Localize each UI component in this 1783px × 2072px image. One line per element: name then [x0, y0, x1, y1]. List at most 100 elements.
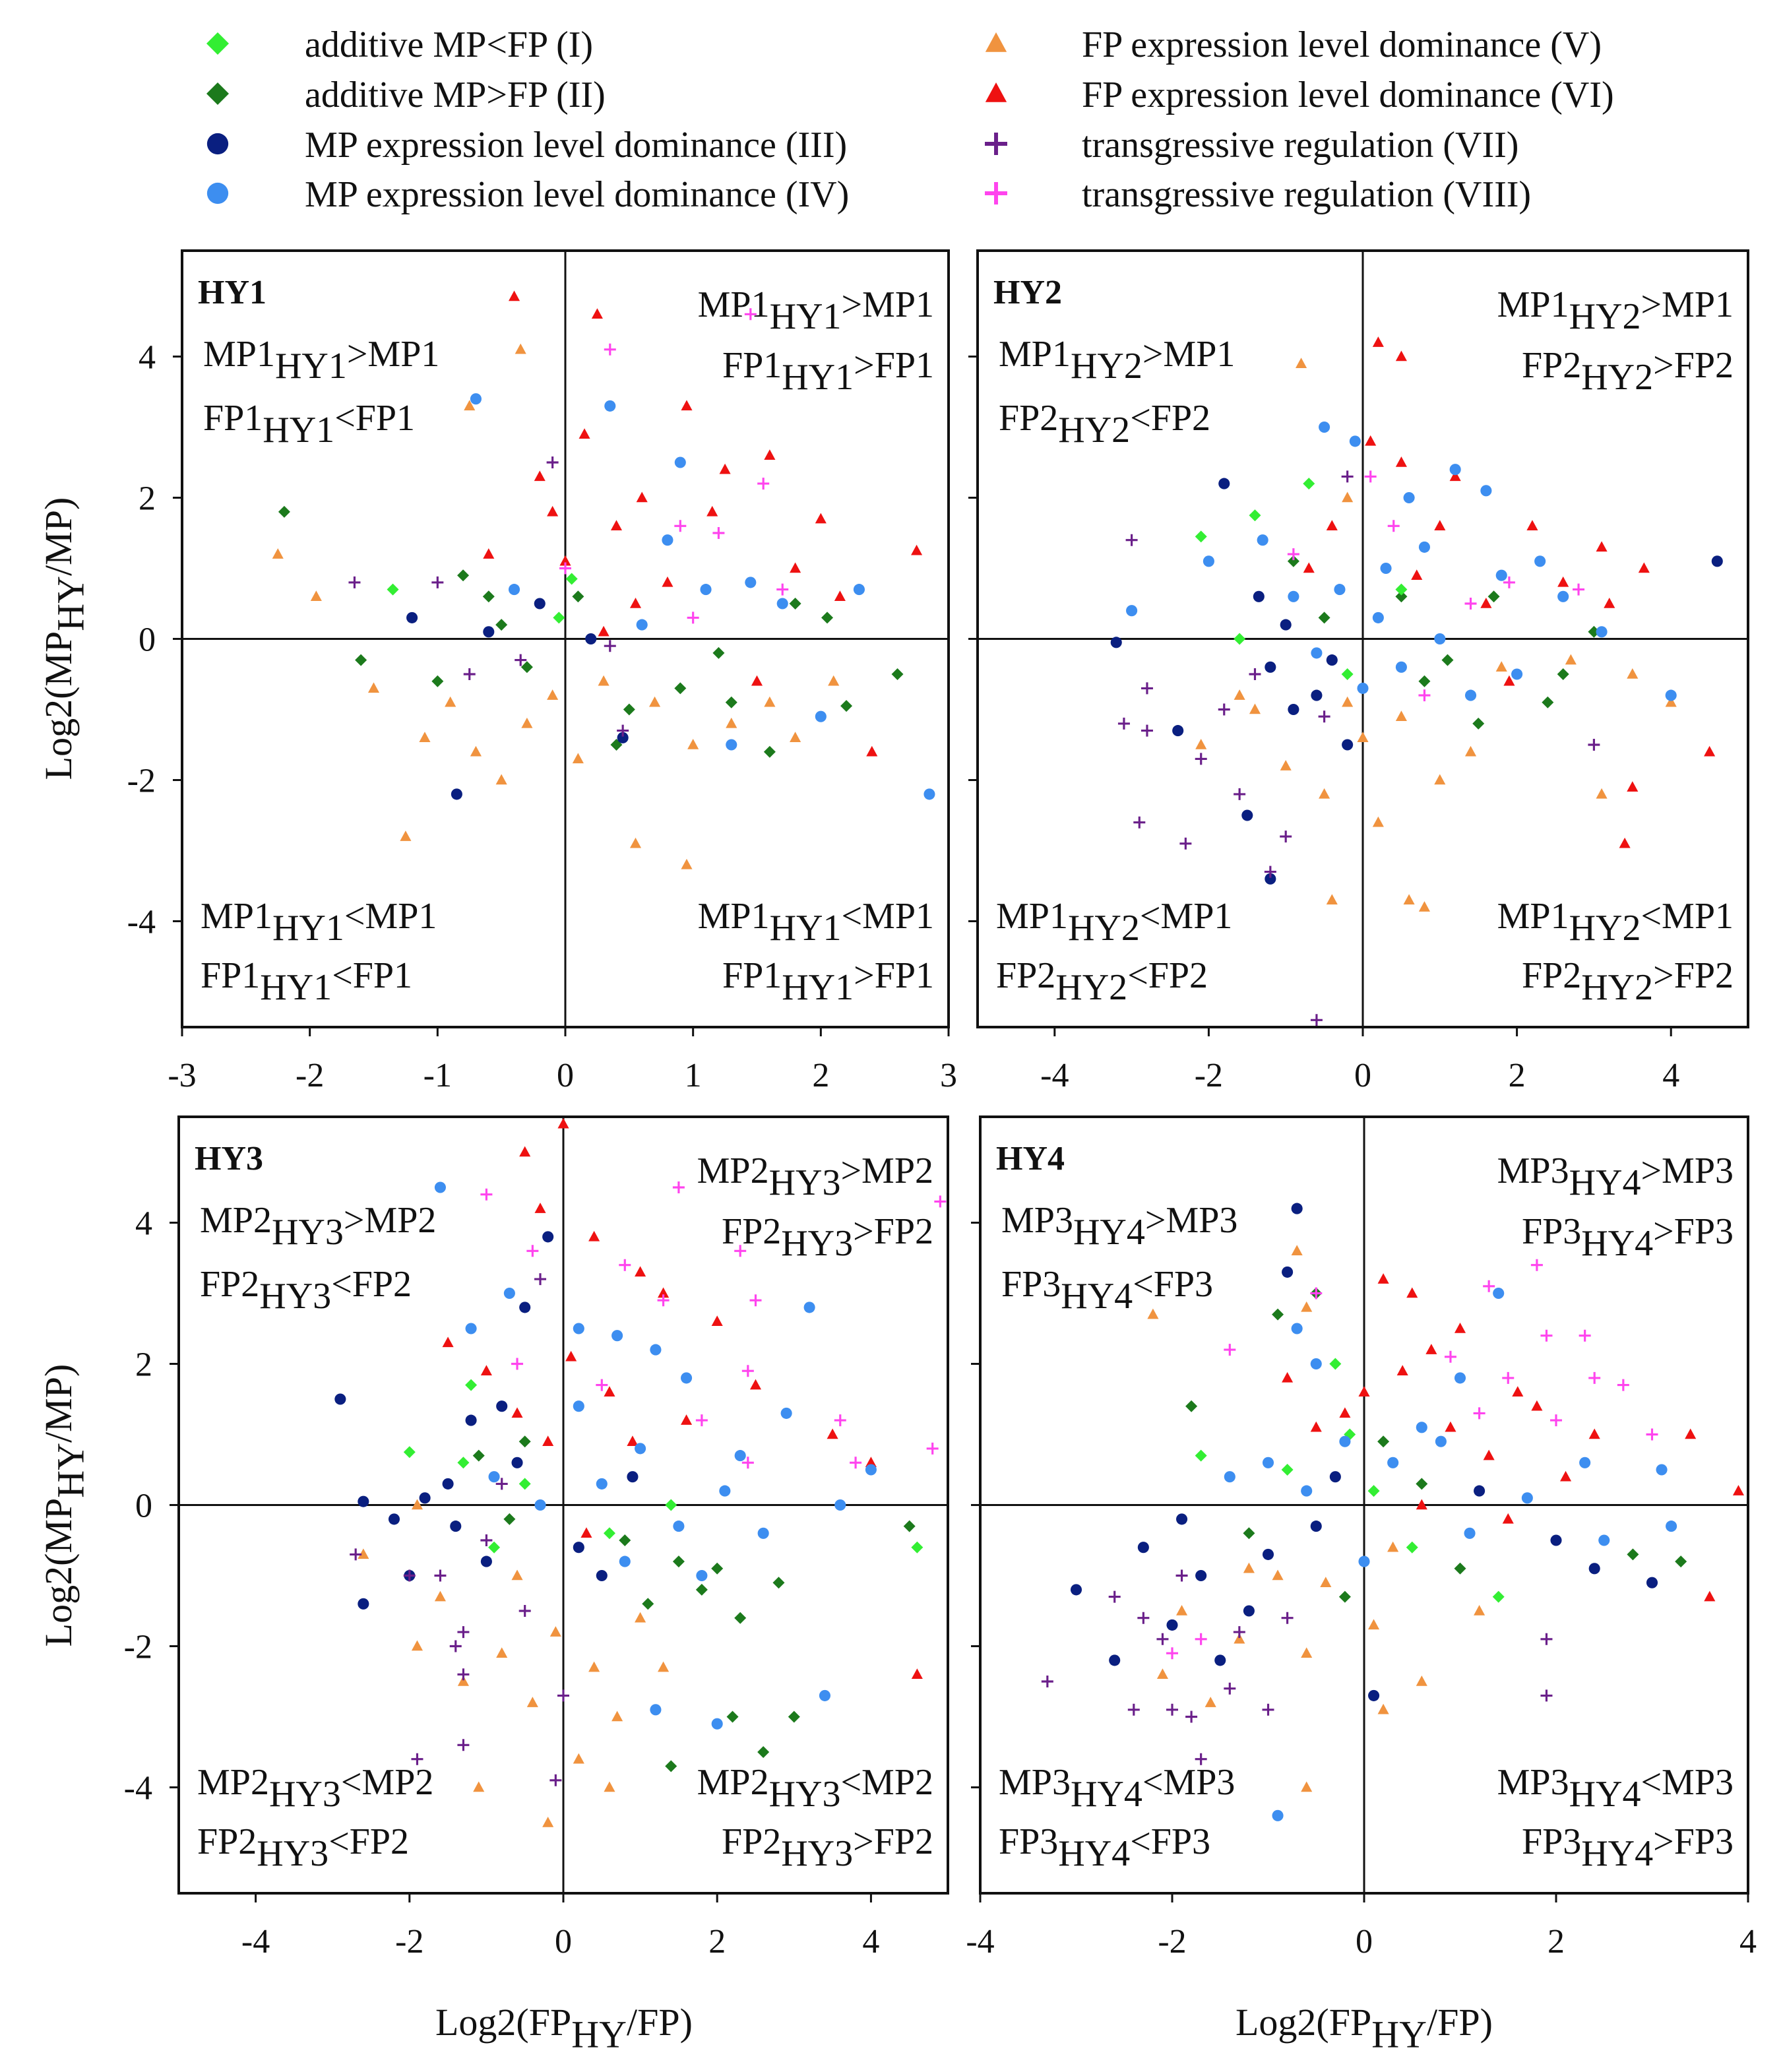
quadrant-bottom-right-line2: FP2HY2>FP2 — [1522, 955, 1734, 1008]
data-point-ii — [1557, 668, 1569, 680]
data-point-iii — [1253, 590, 1265, 602]
data-point-vii — [1264, 865, 1276, 878]
data-point-vi — [1512, 1386, 1524, 1397]
legend-item-vii: transgressive regulation (VII) — [985, 125, 1518, 166]
data-point-iv — [865, 1464, 877, 1476]
x-tick-label: -4 — [1040, 1057, 1069, 1094]
data-point-iii — [1646, 1577, 1658, 1588]
data-point-ii — [903, 1520, 916, 1532]
data-point-iv — [1357, 682, 1369, 694]
data-point-vi — [1480, 598, 1492, 608]
data-point-viii — [834, 1414, 846, 1427]
data-point-vii — [1233, 1626, 1245, 1639]
data-point-vi — [636, 491, 648, 503]
data-point-vi — [1372, 336, 1384, 347]
data-point-iii — [542, 1231, 554, 1243]
data-point-v — [598, 675, 610, 686]
data-point-v — [1418, 901, 1430, 912]
quadrant-top-right-line1: MP1HY2>MP1 — [1497, 284, 1734, 337]
data-point-ii — [482, 590, 495, 603]
data-point-v — [1320, 1577, 1332, 1587]
x-tick-label: 4 — [862, 1923, 879, 1961]
data-point-i — [1341, 668, 1354, 680]
quadrant-bottom-right-line1-main: MP3 — [1497, 1762, 1569, 1803]
data-point-vi — [865, 1457, 877, 1468]
y-tick-label: -2 — [127, 763, 156, 800]
x-axis-title-left-sub: HY — [571, 2013, 627, 2056]
data-point-iv — [1203, 555, 1214, 567]
x-axis-title-right-sub: HY — [1371, 2013, 1427, 2056]
data-point-ii — [572, 590, 584, 603]
data-point-iv — [1596, 626, 1608, 638]
data-point-iv — [681, 1372, 693, 1384]
x-tick-label: -2 — [1195, 1057, 1223, 1094]
quadrant-top-left-line2: FP2HY2<FP2 — [999, 398, 1210, 451]
data-point-vi — [542, 1435, 554, 1446]
data-point-vi — [1638, 562, 1650, 573]
data-point-i — [603, 1527, 615, 1540]
data-point-vii — [495, 1478, 508, 1490]
data-point-vi — [1358, 1386, 1370, 1397]
quadrant-top-right-line2-main: FP2 — [722, 1211, 781, 1252]
data-point-vi — [1411, 569, 1423, 580]
quadrant-top-left-line2: FP2HY3<FP2 — [200, 1264, 412, 1317]
data-point-vi — [1449, 470, 1461, 482]
data-point-vii — [1166, 1703, 1178, 1716]
data-point-iv — [1272, 1809, 1284, 1821]
data-point-ii — [672, 1555, 685, 1568]
quadrant-top-right-line1: MP1HY1>MP1 — [698, 284, 934, 337]
data-point-ii — [1487, 590, 1500, 603]
data-point-iii — [1172, 725, 1184, 737]
data-point-iii — [519, 1302, 531, 1313]
quadrant-top-left-line2-sub: HY4 — [1061, 1276, 1133, 1317]
data-point-viii — [1195, 1633, 1207, 1645]
y-tick-label: -4 — [124, 1770, 152, 1807]
quadrant-bottom-right-line2-main: FP1 — [722, 955, 782, 996]
data-point-i — [1367, 1485, 1380, 1497]
data-point-iv — [1262, 1457, 1274, 1468]
x-tick-label: 2 — [1509, 1057, 1526, 1094]
legend-marker-circle-icon — [206, 133, 229, 155]
data-point-vi — [1704, 745, 1716, 757]
data-point-viii — [1287, 548, 1299, 561]
quadrant-bottom-right-line1-main: MP2 — [697, 1762, 769, 1803]
data-point-iii — [480, 1555, 492, 1567]
y-axis-title-top-sub: HY — [49, 576, 92, 631]
data-point-vi — [534, 470, 546, 482]
quadrant-top-left-line1: MP3HY4>MP3 — [1001, 1200, 1237, 1253]
data-point-vii — [604, 640, 616, 652]
data-point-ii — [711, 1562, 724, 1575]
data-point-v — [573, 1753, 584, 1764]
data-point-v — [790, 732, 801, 743]
data-point-v — [1464, 745, 1477, 757]
data-point-vii — [518, 1605, 531, 1617]
axis-titles: Log2(FPHY/FP) Log2(FPHY/FP)Log2(MPHY/MP)L… — [37, 497, 1493, 2056]
data-point-vi — [1732, 1485, 1744, 1495]
data-point-ii — [457, 569, 470, 582]
data-point-vii — [1341, 470, 1354, 483]
y-tick-label: 0 — [135, 1488, 152, 1525]
data-point-v — [1395, 710, 1407, 721]
data-point-vi — [1596, 541, 1608, 552]
quadrant-top-left-line1-tail: >MP3 — [1145, 1200, 1238, 1241]
data-point-vii — [411, 1753, 423, 1765]
data-point-v — [542, 1817, 554, 1827]
data-point-iv — [1464, 689, 1477, 701]
data-point-iii — [1368, 1689, 1380, 1701]
data-point-iv — [1387, 1457, 1399, 1468]
data-point-vii — [1133, 816, 1146, 829]
data-point-viii — [1418, 689, 1431, 702]
quadrant-bottom-right-line2: FP3HY4>FP3 — [1522, 1821, 1734, 1874]
quadrant-top-right-line2: FP2HY3>FP2 — [722, 1211, 933, 1264]
data-point-iv — [1257, 534, 1268, 546]
data-point-v — [649, 696, 661, 707]
data-point-vi — [604, 1386, 615, 1397]
y-tick-label: 4 — [139, 339, 156, 377]
data-point-iv — [719, 1485, 731, 1497]
x-tick-label: 0 — [1354, 1057, 1371, 1094]
data-point-v — [445, 696, 456, 707]
data-point-vii — [1156, 1633, 1169, 1645]
quadrant-bottom-right-line1-tail: <MP1 — [841, 896, 934, 937]
data-point-vii — [549, 1774, 562, 1786]
data-point-iv — [1311, 647, 1323, 659]
